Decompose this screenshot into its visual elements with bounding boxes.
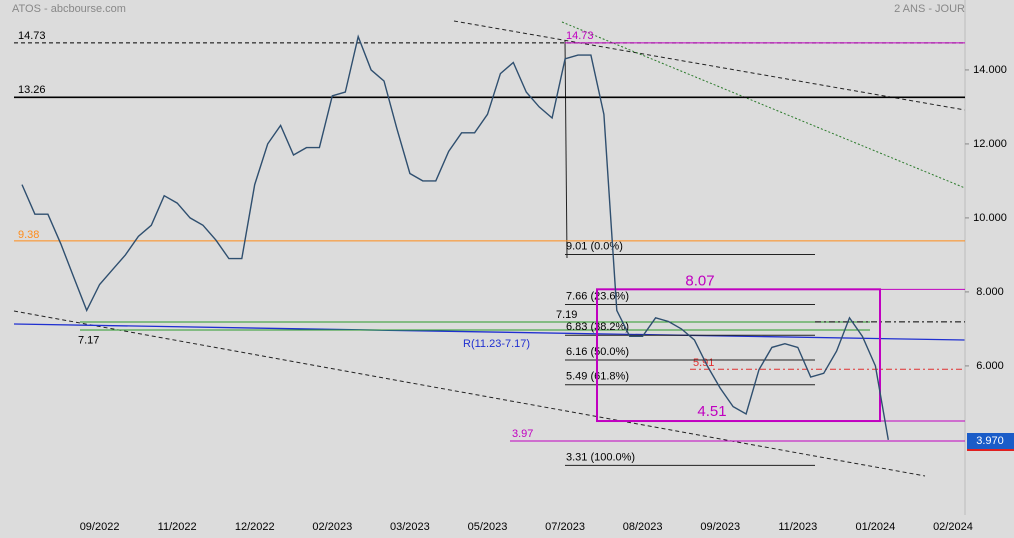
- price-line: [21, 34, 889, 441]
- x-tick-label: 03/2023: [390, 521, 430, 533]
- y-tick-label: 6.000: [976, 360, 1004, 372]
- price-tag: [967, 433, 1014, 450]
- level-label: 14.73: [18, 30, 46, 42]
- x-tick-label: 05/2023: [468, 521, 508, 533]
- range-top-label: 8.07: [685, 272, 714, 289]
- y-tick-label: 12.000: [973, 138, 1007, 150]
- level-label: 7.19: [556, 309, 577, 321]
- x-tick-label: 11/2023: [778, 521, 817, 533]
- x-tick-label: 08/2023: [623, 521, 663, 533]
- x-tick-label: 02/2024: [933, 521, 973, 533]
- chart-title: ATOS - abcbourse.com: [12, 3, 126, 15]
- range-bottom-label: 4.51: [697, 403, 726, 420]
- fib-label: 9.01 (0.0%): [566, 240, 623, 252]
- fib-label: 3.31 (100.0%): [566, 451, 635, 463]
- trendline: [453, 20, 966, 111]
- price-tag-label: 3.970: [976, 435, 1004, 447]
- y-tick-label: 14.000: [973, 64, 1007, 76]
- x-tick-label: 01/2024: [855, 521, 895, 533]
- level-label: 14.73: [566, 30, 594, 42]
- low-label: 7.17: [78, 335, 99, 347]
- y-tick-label: 10.000: [973, 212, 1007, 224]
- channel-label: R(11.23-7.17): [463, 338, 530, 350]
- x-tick-label: 09/2022: [80, 521, 120, 533]
- level-label: 3.97: [512, 428, 533, 440]
- trendline: [561, 21, 966, 189]
- x-tick-label: 09/2023: [700, 521, 740, 533]
- x-tick-label: 07/2023: [545, 521, 585, 533]
- trendline: [13, 310, 926, 477]
- fib-anchor: [564, 39, 568, 259]
- level-label: 9.38: [18, 229, 39, 241]
- x-tick-label: 02/2023: [312, 521, 352, 533]
- chart-subtitle: 2 ANS - JOUR: [894, 3, 965, 15]
- range-box: [596, 288, 881, 423]
- level-label: 13.26: [18, 84, 46, 96]
- x-tick-label: 11/2022: [158, 521, 197, 533]
- channel-line: [13, 323, 966, 341]
- x-tick-label: 12/2022: [235, 521, 275, 533]
- y-tick-label: 8.000: [976, 286, 1004, 298]
